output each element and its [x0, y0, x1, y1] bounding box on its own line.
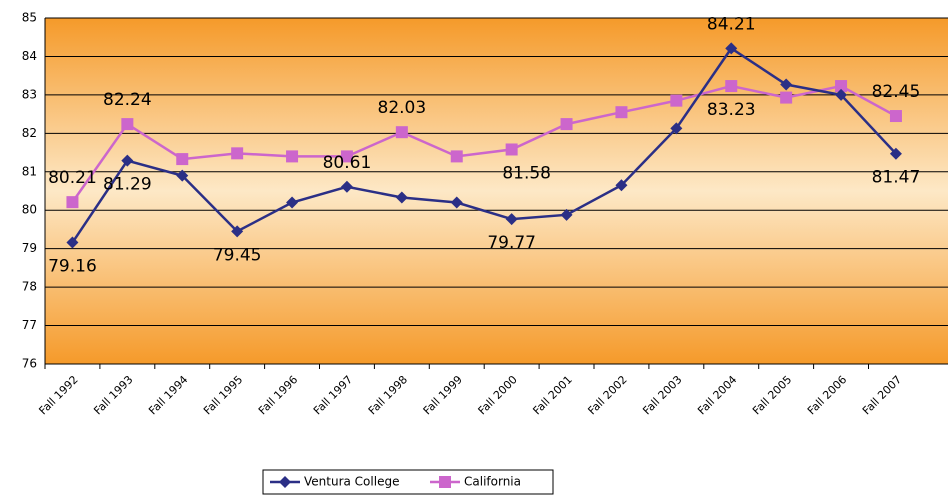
point	[121, 154, 134, 167]
data-label: 82.24	[103, 90, 152, 110]
x-tick-label: Fall 1994	[146, 373, 190, 417]
data-label: 80.61	[323, 153, 372, 173]
x-tick-label: Fall 1996	[256, 373, 300, 417]
y-tick-label: 85	[22, 11, 37, 25]
point	[66, 236, 79, 249]
point	[889, 147, 902, 160]
point	[450, 150, 463, 163]
point	[340, 180, 353, 193]
point	[560, 208, 573, 221]
point	[725, 42, 738, 55]
point	[279, 476, 291, 488]
point	[725, 80, 738, 93]
y-tick-label: 83	[22, 87, 37, 101]
x-tick-label: Fall 2000	[476, 373, 520, 417]
point	[505, 213, 518, 226]
x-tick-label: Fall 2004	[695, 373, 739, 417]
point	[780, 91, 793, 104]
data-label: 79.16	[48, 257, 97, 277]
point	[231, 225, 244, 238]
point	[395, 191, 408, 204]
point	[670, 122, 683, 135]
point	[286, 150, 299, 163]
x-tick-label: Fall 1993	[91, 373, 135, 417]
legend	[262, 469, 554, 495]
y-tick-label: 80	[22, 203, 37, 217]
x-tick-label: Fall 1995	[201, 373, 245, 417]
point	[505, 143, 518, 156]
data-label: 80.21	[48, 168, 97, 188]
legend-label: California	[464, 475, 521, 489]
x-tick-label: Fall 1992	[36, 373, 80, 417]
series-line	[71, 46, 897, 244]
legend-label: Ventura College	[304, 475, 399, 489]
point	[340, 150, 353, 163]
point	[66, 196, 79, 209]
x-tick-label: Fall 2002	[585, 373, 629, 417]
point	[615, 179, 628, 192]
y-tick-label: 77	[22, 318, 37, 332]
data-label: 82.45	[872, 82, 921, 102]
point	[780, 78, 793, 91]
point	[286, 196, 299, 209]
data-label: 82.03	[378, 98, 427, 118]
y-tick-label: 76	[22, 357, 37, 371]
point	[889, 110, 902, 123]
data-label: 79.77	[487, 233, 536, 253]
plot-area	[45, 18, 948, 364]
data-label: 83.23	[707, 100, 756, 120]
x-tick-label: Fall 1997	[311, 373, 355, 417]
point	[835, 80, 848, 93]
y-tick-label: 78	[22, 280, 37, 294]
data-label: 81.58	[502, 163, 551, 183]
point	[231, 147, 244, 160]
x-tick-label: Fall 2001	[530, 373, 574, 417]
x-tick-label: Fall 2005	[750, 373, 794, 417]
y-tick-label: 84	[22, 49, 37, 63]
point	[176, 169, 189, 182]
series-line	[71, 84, 897, 203]
point	[450, 196, 463, 209]
y-tick-label: 81	[22, 164, 37, 178]
data-label: 79.45	[213, 245, 262, 265]
point	[121, 118, 134, 131]
point	[395, 126, 408, 139]
point	[176, 153, 189, 166]
x-tick-label: Fall 2007	[860, 373, 904, 417]
x-tick-label: Fall 1998	[366, 373, 410, 417]
point	[615, 106, 628, 119]
point	[670, 94, 683, 107]
point	[439, 476, 451, 488]
x-tick-label: Fall 1999	[421, 373, 465, 417]
data-label: 81.29	[103, 175, 152, 195]
x-tick-label: Fall 2006	[805, 373, 849, 417]
x-tick-label: Fall 2003	[640, 373, 684, 417]
data-label: 84.21	[707, 14, 756, 34]
point	[835, 88, 848, 101]
point	[560, 118, 573, 131]
y-tick-label: 82	[22, 126, 37, 140]
data-label: 81.47	[872, 168, 921, 188]
y-tick-label: 79	[22, 241, 37, 255]
